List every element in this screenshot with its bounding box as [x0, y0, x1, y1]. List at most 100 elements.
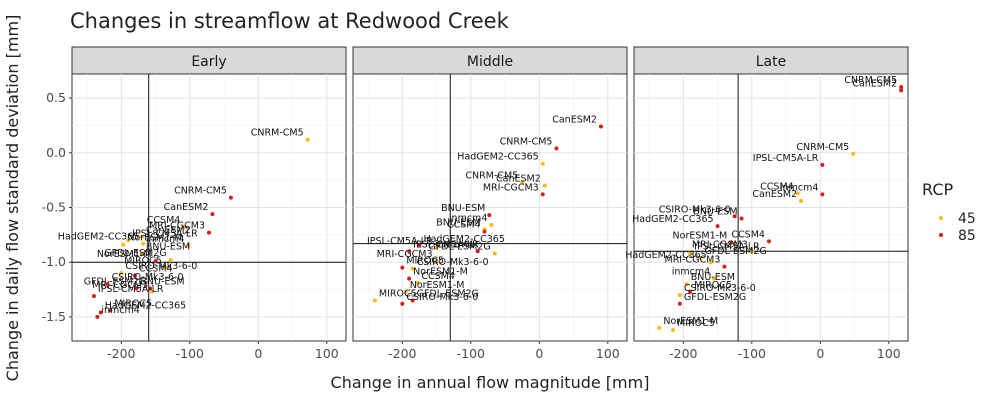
- point-label: IPSL-CM5A-LR: [367, 236, 433, 247]
- data-point: [400, 265, 405, 270]
- point-label: CanESM2: [752, 189, 797, 200]
- data-point: [139, 235, 144, 240]
- point-label: MRI-CGCM3: [377, 249, 433, 260]
- point-label: CanESM2: [146, 225, 191, 236]
- point-label: IPSL-CM5A-LR: [132, 228, 198, 239]
- point-label: CSIRO-Mk3-6-0: [406, 292, 478, 303]
- data-point: [489, 223, 494, 228]
- facet-strip-label: Early: [191, 54, 226, 70]
- point-label: MRI-CGCM3: [665, 255, 721, 266]
- point-label: HadGEM2-CC365: [625, 250, 706, 261]
- data-point: [415, 281, 420, 286]
- point-label: CNRM-CM5: [844, 75, 897, 86]
- data-point: [851, 151, 856, 156]
- point-label: BNU-ESM: [691, 272, 735, 283]
- legend-title: RCP: [922, 180, 953, 199]
- point-label: IPSL-CM5A-LR: [753, 153, 819, 164]
- data-point: [475, 249, 480, 254]
- data-point: [899, 85, 904, 90]
- point-label: MRI-CGCM3: [483, 182, 539, 193]
- data-point: [712, 276, 717, 281]
- data-point: [540, 192, 545, 197]
- data-point: [207, 230, 211, 235]
- data-point: [708, 260, 713, 265]
- point-label: NorESM1-M: [413, 267, 468, 278]
- data-point: [820, 192, 825, 197]
- data-point: [598, 124, 603, 129]
- data-point: [766, 239, 771, 244]
- y-tick-label: -1.0: [42, 254, 66, 269]
- data-point: [677, 301, 682, 306]
- data-point: [820, 162, 825, 167]
- data-point: [91, 294, 96, 299]
- point-label: MIROC5: [677, 318, 715, 329]
- point-label: CCSM4: [760, 181, 794, 192]
- panels: Early -200 -100 0 100 -1.5 -1.0 -0.5 0.0 0.5 CNRM-…: [42, 46, 909, 361]
- point-label: CanESM2: [552, 115, 597, 126]
- data-point: [492, 251, 497, 256]
- data-point: [168, 258, 173, 263]
- point-label: BNU-ESM: [140, 276, 184, 287]
- data-point: [119, 271, 124, 276]
- data-point: [684, 282, 689, 287]
- data-point: [153, 259, 158, 264]
- data-point: [482, 229, 487, 234]
- data-point: [228, 195, 233, 200]
- point-label: inmcm4: [780, 182, 818, 193]
- point-label: CanESM2: [496, 174, 541, 185]
- x-tick-label: -100: [176, 346, 204, 361]
- data-point: [182, 225, 187, 230]
- point-label: MIROC5: [694, 280, 732, 291]
- data-point: [150, 289, 155, 294]
- point-label: MIROC5: [114, 298, 152, 309]
- data-point: [410, 266, 415, 271]
- x-tick-label: 0: [254, 346, 262, 361]
- point-label: GFDL-ESM2G: [428, 241, 490, 252]
- point-label: GFDL-ESM2G: [104, 248, 166, 259]
- point-label: NorESM1-M: [127, 233, 182, 244]
- data-point: [403, 289, 408, 294]
- data-point: [410, 298, 415, 303]
- data-point: [688, 289, 693, 294]
- data-point: [126, 238, 131, 243]
- point-label: CNRM-CM5: [174, 186, 227, 197]
- point-label: CCSM4: [139, 263, 173, 274]
- point-label: CanESM2: [164, 202, 209, 213]
- data-point: [133, 273, 138, 278]
- point-label: HadGEM2-CC365: [58, 232, 139, 243]
- facet-strip: [633, 46, 909, 75]
- point-label: CCSM4: [731, 229, 765, 240]
- facet-strip-label: Middle: [467, 54, 513, 70]
- data-point: [542, 183, 547, 188]
- y-tick-label: 0.5: [46, 90, 66, 105]
- point-label: CNRM-CM5: [796, 142, 849, 153]
- point-label: inmcm4: [672, 267, 710, 278]
- data-point: [554, 146, 559, 151]
- x-tick-label: 0: [816, 346, 824, 361]
- data-point: [795, 191, 800, 196]
- data-point: [434, 259, 439, 264]
- point-label: HadGEM2-CC365: [632, 214, 713, 225]
- point-label: inmcm4: [146, 234, 184, 245]
- data-point: [108, 308, 113, 313]
- point-label: NorESM1-M: [97, 249, 152, 260]
- data-point: [134, 286, 139, 291]
- point-label: CNRM-CM5: [251, 128, 304, 139]
- point-label: GFDL-ESM2G: [704, 246, 766, 257]
- chart-title: Changes in streamflow at Redwood Creek: [70, 9, 510, 33]
- point-label: IPSL-CM5A-LR: [413, 239, 479, 250]
- data-point: [98, 310, 103, 315]
- point-label: CSIRO-Mk3-6-0: [112, 272, 184, 283]
- point-label: CCSM4: [421, 271, 455, 282]
- data-point: [372, 298, 377, 303]
- data-point: [799, 198, 804, 203]
- legend-key-85: [939, 233, 943, 237]
- data-point: [407, 276, 412, 281]
- panel-late: Late-200 -100 0 100CNRM-CM5CanESM2CNRM-CM5I…: [625, 46, 909, 361]
- data-point: [729, 240, 734, 245]
- data-point: [739, 216, 744, 221]
- point-label: CCSM4: [147, 215, 181, 226]
- point-label: CSIRO-Mk3-6-0: [417, 257, 489, 268]
- facet-strip: [71, 46, 347, 75]
